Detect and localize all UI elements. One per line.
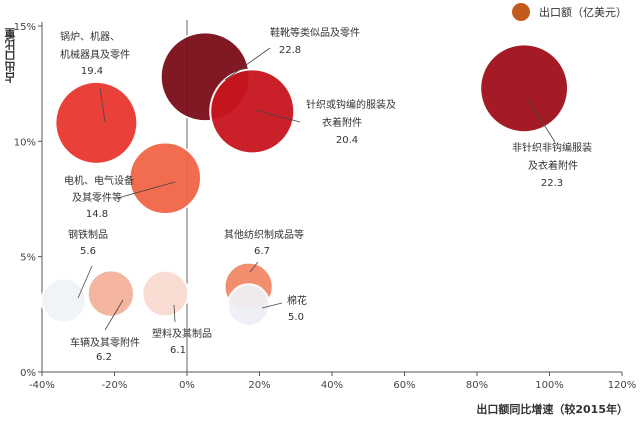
bubble-value-label: 6.2 (96, 352, 112, 363)
y-tick-label: 15% (14, 22, 36, 33)
bubble-value-label: 20.4 (336, 135, 358, 146)
x-tick-label: -40% (29, 380, 55, 391)
bubble-value-label: 22.8 (279, 45, 301, 56)
bubble-label: 及其零件等 (72, 191, 122, 204)
y-tick-label: 5% (20, 253, 36, 264)
bubble-label: 及衣着附件 (528, 159, 578, 172)
x-tick-label: -20% (102, 380, 128, 391)
bubble-point (86, 269, 136, 318)
bubble-label: 鞋靴等类似品及零件 (270, 26, 360, 39)
bubble-value-label: 5.0 (288, 312, 304, 323)
bubble-point (479, 43, 570, 134)
bubble-point (54, 80, 139, 165)
y-axis-title: 占出口比重 (4, 28, 17, 83)
x-tick-label: 0% (179, 380, 195, 391)
bubble-value-label: 6.1 (170, 345, 186, 356)
leader-line (77, 265, 93, 299)
leader-line (254, 109, 301, 123)
y-tick-label: 10% (14, 137, 36, 148)
x-tick-label: 100% (535, 380, 564, 391)
bubble-label: 塑料及其制品 (152, 327, 212, 340)
bubble-label: 针织或钩编的服装及 (306, 98, 396, 111)
x-tick-label: 40% (321, 380, 343, 391)
leader-line (117, 181, 176, 199)
y-tick-label: 0% (20, 368, 36, 379)
bubble-value-label: 14.8 (86, 209, 108, 220)
bubble-label: 电机、电气设备 (64, 174, 134, 187)
bubble-label: 棉花 (287, 294, 307, 307)
bubble-label: 机械器具及零件 (60, 48, 130, 61)
bubble-label: 其他纺织制成品等 (224, 228, 304, 241)
leader-line (249, 261, 259, 273)
bubble-value-label: 19.4 (81, 66, 103, 77)
leader-line (99, 87, 106, 123)
legend-label: 出口额（亿美元） (539, 6, 627, 19)
bubble-label: 锅炉、机器、 (60, 30, 120, 43)
bubble-label: 车辆及其零附件 (70, 336, 140, 349)
bubble-point (141, 269, 190, 318)
bubble-label: 衣着附件 (322, 116, 362, 129)
bubble-label: 钢铁制品 (68, 228, 108, 241)
x-tick-label: 60% (393, 380, 415, 391)
x-tick-label: 120% (608, 380, 637, 391)
bubble-label: 非针织非钩编服装 (512, 141, 592, 154)
bubble-value-label: 6.7 (254, 246, 270, 257)
leader-line (224, 47, 271, 81)
legend-swatch (512, 3, 530, 21)
x-tick-label: 20% (248, 380, 270, 391)
bubble-point (209, 68, 296, 155)
bubble-point (128, 141, 203, 216)
leader-line (261, 302, 283, 309)
leader-line (104, 299, 124, 331)
bubble-point (226, 283, 271, 327)
legend: 出口额（亿美元） (512, 3, 627, 21)
leader-line (173, 304, 176, 323)
bubble-value-label: 5.6 (80, 246, 96, 257)
x-axis-title: 出口额同比增速（较2015年） (476, 403, 628, 416)
leader-line (526, 97, 556, 143)
bubble-value-label: 22.3 (541, 178, 563, 189)
bubble-point (40, 277, 87, 324)
x-tick-label: 80% (466, 380, 488, 391)
